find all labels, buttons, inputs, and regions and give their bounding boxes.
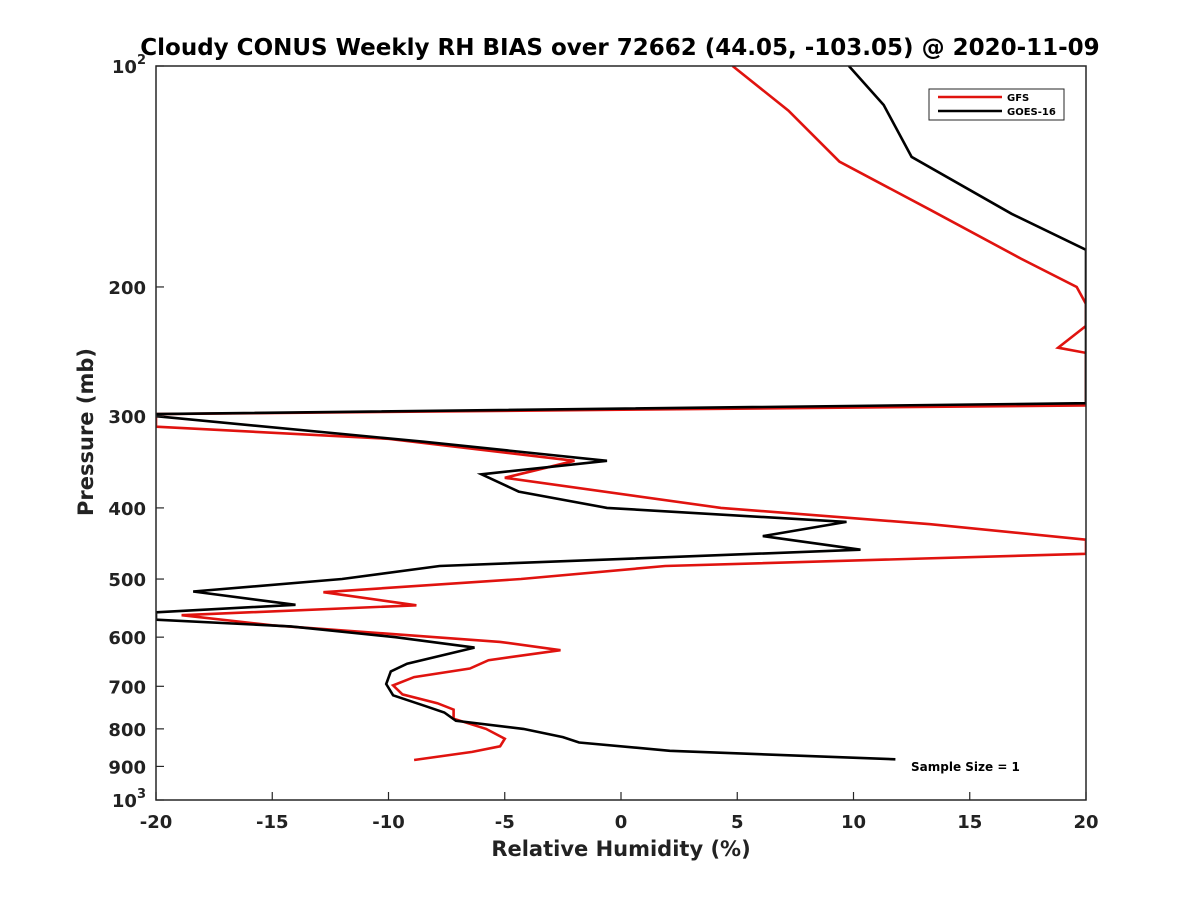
y-axis: 102 200 300 400 500 600 700 800 900 103 <box>108 53 164 812</box>
y-tick-label: 103 <box>112 787 146 812</box>
y-tick-label: 300 <box>108 407 146 428</box>
legend-label-goes-16: GOES-16 <box>1007 107 1056 118</box>
legend: GFS GOES-16 <box>928 88 1065 121</box>
x-axis-label: Relative Humidity (%) <box>491 837 750 861</box>
x-axis: -20 -15 -10 -5 0 5 10 15 20 <box>140 792 1099 833</box>
x-tick-label: 0 <box>615 812 628 833</box>
y-tick-label: 200 <box>108 278 146 299</box>
x-tick-label: -15 <box>256 812 289 833</box>
y-tick-label: 600 <box>108 628 146 649</box>
y-tick-label: 900 <box>108 757 146 778</box>
legend-box <box>928 88 1065 121</box>
y-tick-label: 400 <box>108 499 146 520</box>
x-tick-label: -10 <box>372 812 405 833</box>
x-tick-label: 10 <box>841 812 866 833</box>
x-tick-label: 15 <box>957 812 982 833</box>
y-tick-label: 800 <box>108 720 146 741</box>
y-tick-label: 700 <box>108 677 146 698</box>
x-tick-label: 5 <box>731 812 744 833</box>
x-tick-label: -5 <box>495 812 515 833</box>
legend-label-gfs: GFS <box>1007 93 1029 104</box>
y-tick-label: 500 <box>108 570 146 591</box>
sample-size-annotation: Sample Size = 1 <box>911 760 1020 774</box>
y-tick-label: 102 <box>112 53 146 78</box>
x-tick-label: -20 <box>140 812 173 833</box>
y-axis-label: Pressure (mb) <box>74 348 98 516</box>
x-tick-label: 20 <box>1073 812 1098 833</box>
chart-title: Cloudy CONUS Weekly RH BIAS over 72662 (… <box>140 35 1099 61</box>
